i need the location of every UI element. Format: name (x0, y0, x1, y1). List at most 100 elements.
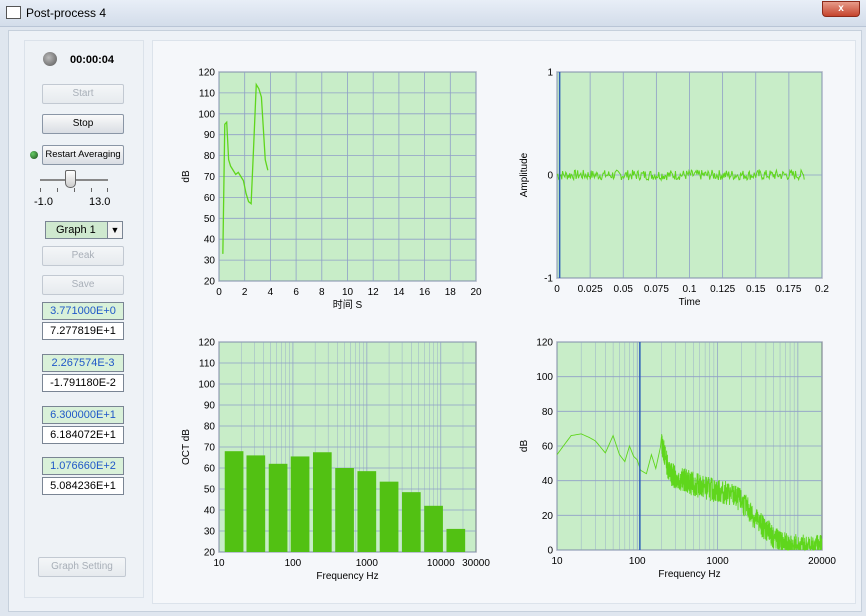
y-tick-label: 50 (204, 214, 216, 225)
y-tick-label: 70 (204, 443, 216, 454)
peak-button[interactable]: Peak (42, 246, 124, 266)
save-button[interactable]: Save (42, 275, 124, 295)
x-tick-label: 100 (629, 556, 646, 567)
restart-averaging-button[interactable]: Restart Averaging (42, 145, 124, 165)
y-tick-label: 40 (204, 235, 216, 246)
y-tick-label: 20 (204, 548, 216, 559)
x-tick-label: 0 (216, 287, 222, 298)
x-tick-label: 10 (213, 558, 225, 569)
status-led-icon (30, 151, 38, 159)
x-tick-label: 6 (293, 287, 299, 298)
y-tick-label: 70 (204, 172, 216, 183)
graph-select[interactable]: Graph 1 ▼ (45, 221, 123, 239)
x-tick-label: 0.175 (776, 284, 801, 295)
x-tick-label: 1000 (356, 558, 379, 569)
x-tick-label: 0 (554, 284, 560, 295)
chevron-down-icon[interactable]: ▼ (107, 222, 122, 238)
octave-bar (401, 492, 421, 552)
y-tick-label: 110 (199, 88, 215, 99)
value-field: 7.277819E+1 (42, 322, 124, 340)
x-axis-title: Frequency Hz (316, 571, 378, 582)
y-axis-title: dB (181, 170, 192, 183)
x-tick-label: 10 (342, 287, 354, 298)
y-tick-label: 60 (204, 464, 216, 475)
value-field: 2.267574E-3 (42, 354, 124, 372)
averaging-slider-thumb[interactable] (65, 170, 76, 188)
y-axis-title: Amplitude (519, 152, 530, 197)
y-tick-label: 30 (204, 527, 216, 538)
x-tick-label: 0.025 (578, 284, 603, 295)
y-tick-label: 120 (198, 68, 215, 79)
x-tick-label: 20 (470, 287, 482, 298)
slider-tick (91, 188, 92, 192)
clock-icon (43, 52, 57, 66)
y-tick-label: 100 (198, 109, 215, 120)
graph-select-value: Graph 1 (56, 224, 96, 236)
value-field: 1.076660E+2 (42, 457, 124, 475)
x-tick-label: 2 (242, 287, 248, 298)
x-tick-label: 30000 (462, 558, 490, 569)
y-tick-label: 1 (547, 68, 553, 79)
y-tick-label: 0 (547, 171, 553, 182)
x-tick-label: 0.15 (746, 284, 766, 295)
x-tick-label: 0.125 (710, 284, 735, 295)
stop-button[interactable]: Stop (42, 114, 124, 134)
x-tick-label: 0.1 (683, 284, 697, 295)
x-tick-label: 14 (393, 287, 405, 298)
octave-bar (290, 456, 310, 552)
value-field: 6.184072E+1 (42, 426, 124, 444)
y-tick-label: 80 (204, 422, 216, 433)
octave-bar (357, 471, 377, 552)
x-tick-label: 8 (319, 287, 325, 298)
y-tick-label: 100 (536, 372, 553, 383)
y-tick-label: 110 (199, 359, 215, 370)
x-axis-title: Frequency Hz (658, 569, 720, 580)
x-tick-label: 10000 (427, 558, 455, 569)
y-tick-label: 50 (204, 485, 216, 496)
value-field: 5.084236E+1 (42, 477, 124, 495)
graph-setting-button[interactable]: Graph Setting (38, 557, 126, 577)
slider-tick (74, 188, 75, 192)
y-tick-label: 120 (198, 338, 215, 349)
title-bar: Post-process 4 x (0, 0, 866, 27)
x-tick-label: 20000 (808, 556, 836, 567)
elapsed-time: 00:00:04 (70, 54, 115, 66)
app-icon (6, 6, 21, 19)
octave-bar (446, 528, 466, 552)
x-axis-title: 时间 S (333, 298, 363, 311)
x-tick-label: 100 (285, 558, 302, 569)
close-button[interactable]: x (822, 1, 860, 17)
y-tick-label: 60 (204, 193, 216, 204)
octave-bar (379, 481, 399, 552)
y-tick-label: 80 (542, 407, 554, 418)
y-tick-label: 0 (547, 546, 553, 557)
octave-bar (246, 455, 266, 552)
x-tick-label: 0.075 (644, 284, 669, 295)
y-tick-label: 120 (536, 338, 553, 349)
value-field: 3.771000E+0 (42, 302, 124, 320)
y-tick-label: 60 (542, 442, 554, 453)
window-title: Post-process 4 (26, 6, 107, 20)
x-axis-title: Time (679, 297, 701, 308)
slider-tick (57, 188, 58, 192)
x-tick-label: 0.2 (815, 284, 829, 295)
x-tick-label: 4 (268, 287, 274, 298)
x-tick-label: 18 (445, 287, 457, 298)
x-tick-label: 1000 (706, 556, 729, 567)
y-tick-label: -1 (544, 274, 553, 285)
start-button[interactable]: Start (42, 84, 124, 104)
octave-bar (424, 505, 443, 552)
y-tick-label: 100 (198, 380, 215, 391)
octave-bar (312, 452, 332, 552)
y-tick-label: 90 (204, 401, 216, 412)
slider-tick (40, 188, 41, 192)
value-field: -1.791180E-2 (42, 374, 124, 392)
value-field: 6.300000E+1 (42, 406, 124, 424)
series-line (556, 168, 805, 182)
y-tick-label: 20 (542, 511, 554, 522)
y-tick-label: 80 (204, 151, 216, 162)
octave-bar (268, 463, 288, 552)
y-axis-title: dB (519, 440, 530, 453)
x-tick-label: 12 (368, 287, 380, 298)
